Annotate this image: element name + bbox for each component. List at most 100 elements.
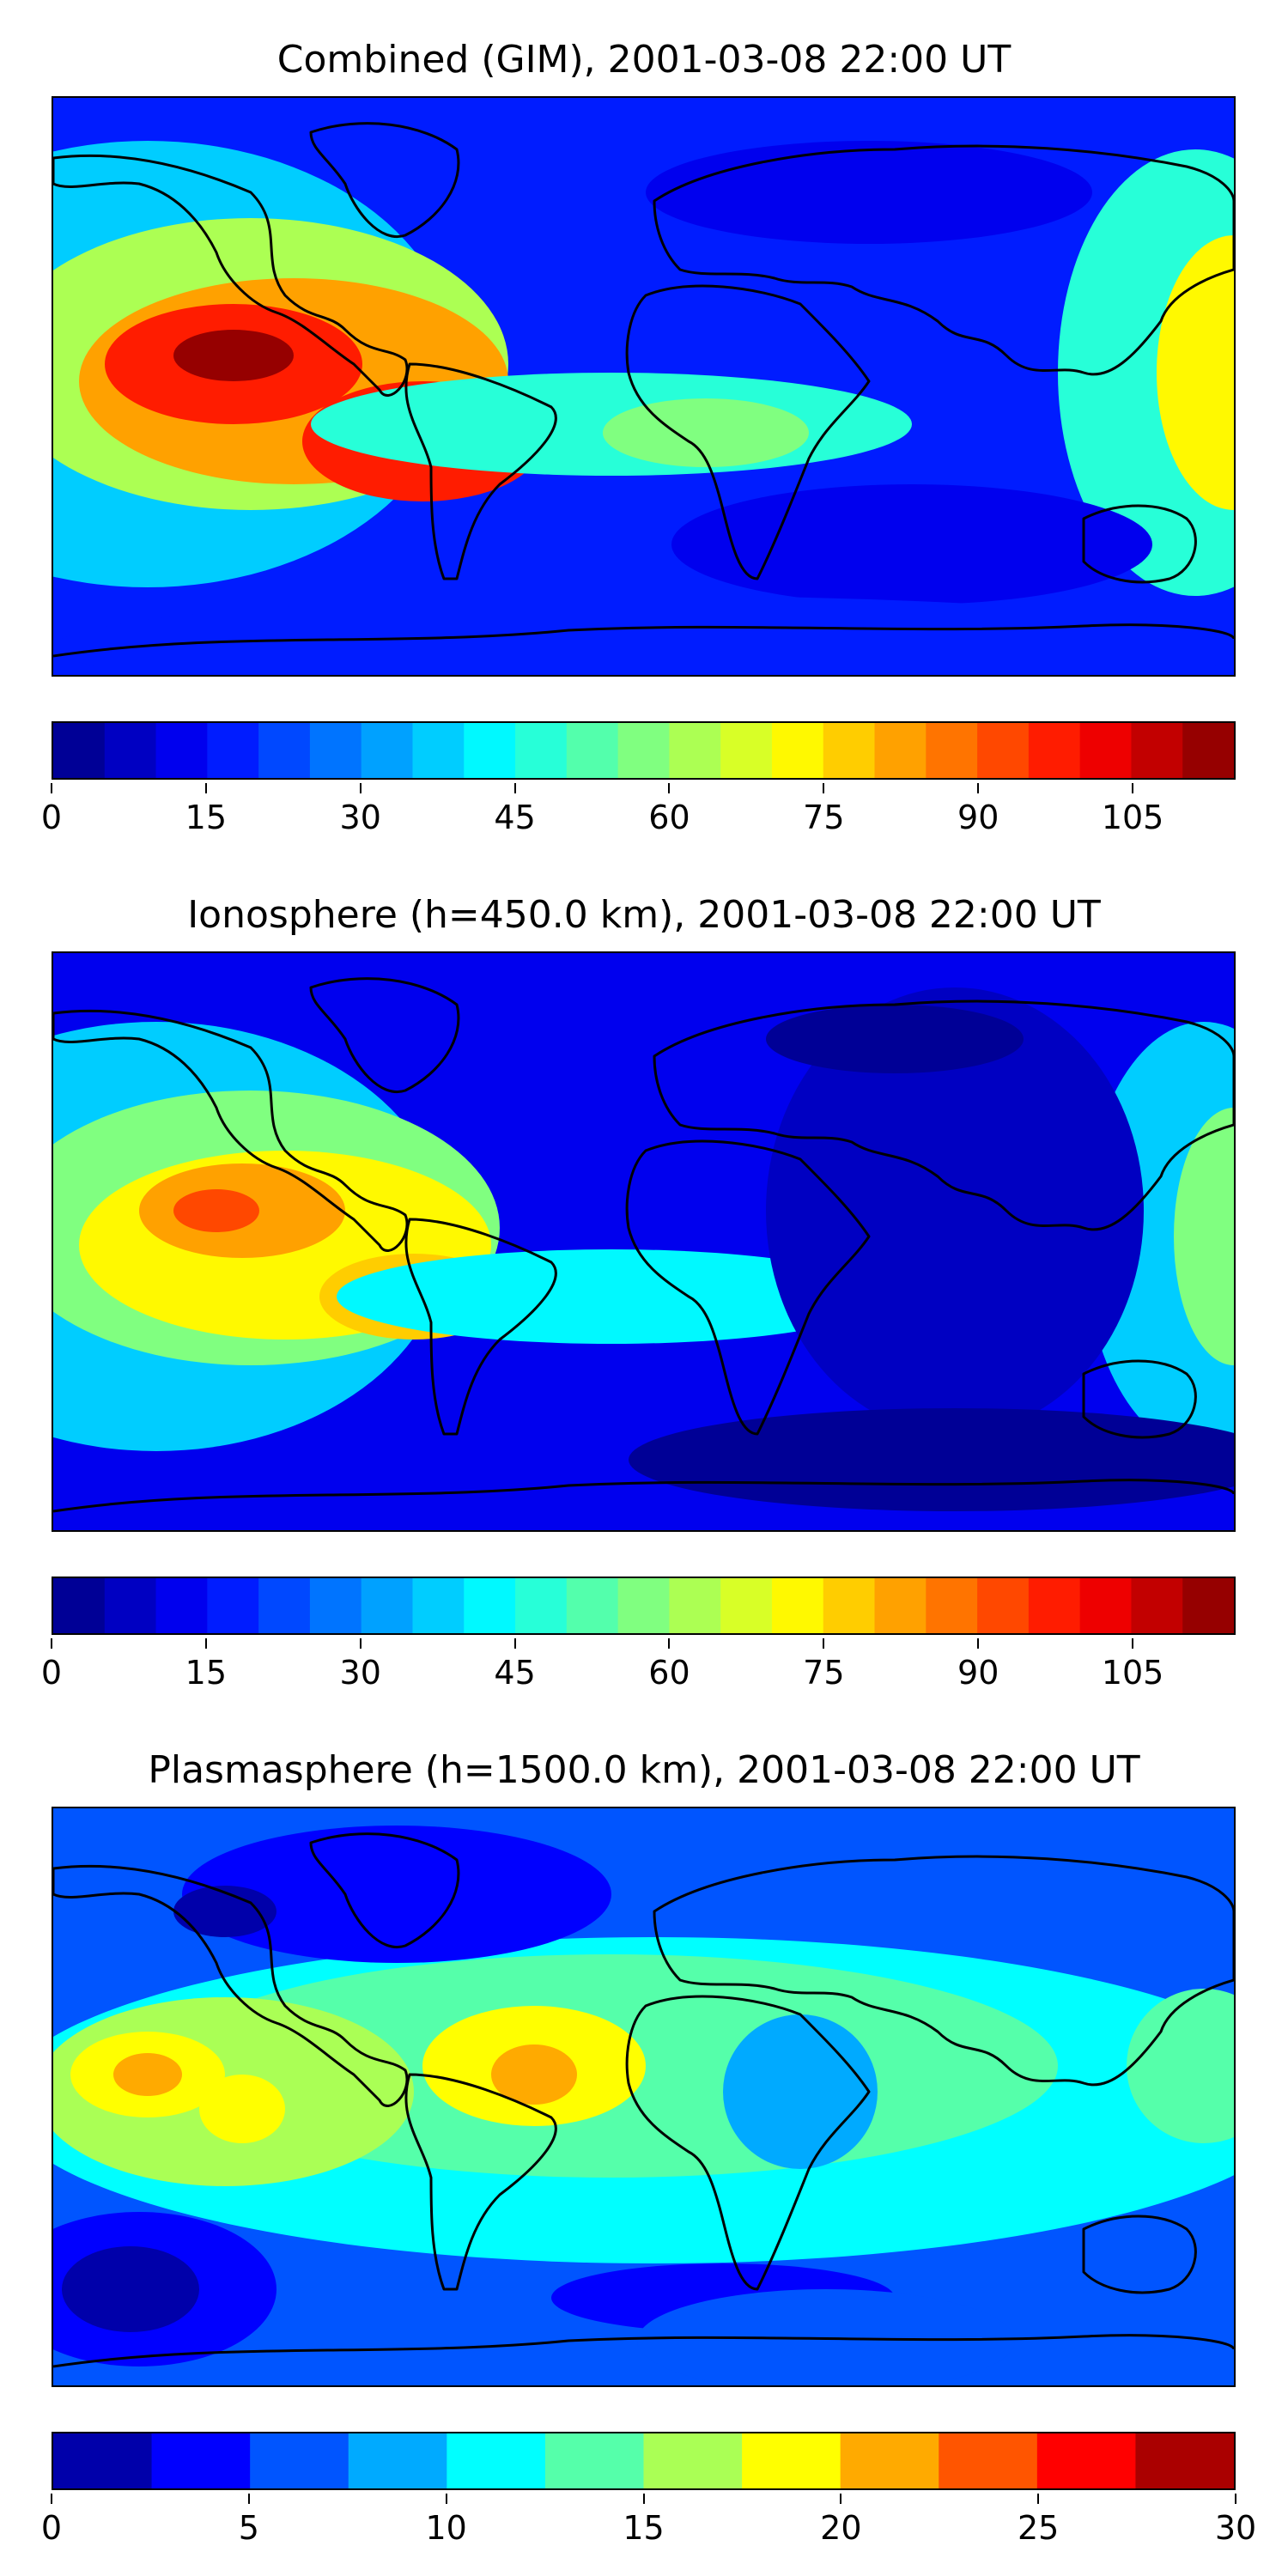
colorbar-tick-label: 30 bbox=[1214, 2509, 1257, 2547]
colorbar-tick-label: 105 bbox=[1101, 1654, 1164, 1692]
colorbar-segment bbox=[939, 2433, 1038, 2488]
colorbar-tick-label: 15 bbox=[623, 2509, 665, 2547]
colorbar-tick-mark bbox=[840, 2494, 842, 2504]
contour-region bbox=[646, 141, 1092, 244]
colorbar-segment bbox=[669, 723, 721, 778]
colorbar-tick-mark bbox=[445, 2494, 447, 2504]
colorbar-tick-mark bbox=[204, 1638, 207, 1649]
coastline bbox=[625, 1995, 871, 2291]
coastline bbox=[1082, 1359, 1197, 1439]
colorbar-segment bbox=[515, 1578, 568, 1633]
contour-region bbox=[173, 1189, 259, 1232]
colorbar-tick-label: 15 bbox=[185, 799, 228, 836]
colorbar-tick-label: 60 bbox=[648, 1654, 690, 1692]
coastline bbox=[53, 1009, 409, 1252]
colorbar-segment bbox=[977, 1578, 1030, 1633]
colorbar-segment bbox=[823, 723, 876, 778]
colorbar-segment bbox=[874, 1578, 927, 1633]
colorbar-segment bbox=[742, 2433, 841, 2488]
colorbar-segment bbox=[464, 723, 516, 778]
colorbar-segment bbox=[309, 723, 362, 778]
colorbar-segment bbox=[412, 1578, 465, 1633]
contour-region bbox=[766, 1005, 1024, 1073]
colorbar-segment bbox=[1079, 723, 1133, 778]
colorbar-segment bbox=[53, 723, 106, 778]
colorbar-segment bbox=[412, 723, 465, 778]
colorbar-tick-mark bbox=[1037, 2494, 1040, 2504]
coastline bbox=[653, 1855, 1234, 2087]
colorbar-tick-label: 45 bbox=[494, 1654, 536, 1692]
contour-region bbox=[199, 2075, 285, 2143]
colorbar-segment bbox=[515, 723, 568, 778]
colorbar-segment bbox=[1028, 1578, 1081, 1633]
colorbar-segment bbox=[258, 723, 311, 778]
colorbar-segment bbox=[1131, 1578, 1183, 1633]
colorbar-segment bbox=[926, 723, 978, 778]
contour-region bbox=[1127, 1989, 1234, 2143]
colorbar-tick-label: 90 bbox=[957, 1654, 999, 1692]
colorbar-segment bbox=[361, 1578, 414, 1633]
colorbar-tick-mark bbox=[823, 783, 825, 793]
contour-region bbox=[62, 2246, 199, 2332]
colorbar-segment bbox=[464, 1578, 516, 1633]
colorbar-segment bbox=[1182, 723, 1234, 778]
coastline bbox=[653, 144, 1234, 376]
colorbar-segment bbox=[348, 2433, 447, 2488]
colorbar-tick-label: 0 bbox=[40, 799, 63, 836]
contour-region bbox=[113, 2053, 182, 2096]
panel3-map bbox=[52, 1807, 1236, 2387]
colorbar-tick-label: 5 bbox=[238, 2509, 259, 2547]
colorbar-tick-label: 90 bbox=[957, 799, 999, 836]
colorbar-segment bbox=[53, 2433, 153, 2488]
colorbar-segment bbox=[207, 1578, 259, 1633]
panel2-title: Ionosphere (h=450.0 km), 2001-03-08 22:0… bbox=[187, 893, 1101, 937]
contour-region bbox=[671, 484, 1152, 605]
colorbar-segment bbox=[926, 1578, 978, 1633]
colorbar-segment bbox=[155, 1578, 208, 1633]
coastline bbox=[309, 1832, 460, 1949]
colorbar-tick-mark bbox=[668, 783, 671, 793]
coastline bbox=[53, 1864, 409, 2107]
colorbar-segment bbox=[771, 1578, 824, 1633]
panel3-title: Plasmasphere (h=1500.0 km), 2001-03-08 2… bbox=[148, 1748, 1140, 1792]
contour-region bbox=[173, 330, 294, 381]
colorbar-tick-label: 0 bbox=[40, 1654, 63, 1692]
colorbar-segment bbox=[720, 723, 773, 778]
colorbar-tick-mark bbox=[247, 2494, 250, 2504]
colorbar-segment bbox=[823, 1578, 876, 1633]
contour-region bbox=[491, 2044, 577, 2105]
contour-region bbox=[1157, 235, 1234, 510]
colorbar-segment bbox=[617, 723, 670, 778]
panel2-colorbar-ticks: 0 15 30 45 60 75 90 105 bbox=[41, 1638, 1236, 1709]
colorbar-segment bbox=[258, 1578, 311, 1633]
colorbar-tick-label: 0 bbox=[40, 2509, 63, 2547]
colorbar-segment bbox=[250, 2433, 349, 2488]
colorbar-tick-label: 75 bbox=[803, 799, 845, 836]
colorbar-tick-label: 45 bbox=[494, 799, 536, 836]
coastline bbox=[1082, 504, 1197, 584]
colorbar-tick-label: 30 bbox=[339, 1654, 381, 1692]
contour-region bbox=[53, 596, 1234, 675]
colorbar-segment bbox=[104, 723, 157, 778]
coastline bbox=[53, 2334, 1234, 2368]
colorbar-tick-mark bbox=[513, 783, 516, 793]
colorbar-segment bbox=[1135, 2433, 1234, 2488]
panel2-colorbar bbox=[52, 1577, 1236, 1635]
colorbar-segment bbox=[1079, 1578, 1133, 1633]
colorbar-segment bbox=[643, 2433, 743, 2488]
colorbar-tick-mark bbox=[1235, 2494, 1236, 2504]
colorbar-tick-mark bbox=[359, 1638, 361, 1649]
colorbar-tick-mark bbox=[204, 783, 207, 793]
colorbar-segment bbox=[155, 723, 208, 778]
colorbar-segment bbox=[840, 2433, 939, 2488]
coastline bbox=[625, 284, 871, 580]
contour-region bbox=[603, 398, 809, 467]
colorbar-segment bbox=[720, 1578, 773, 1633]
contour-region bbox=[182, 1826, 611, 1963]
colorbar-segment bbox=[151, 2433, 251, 2488]
contour-region bbox=[723, 2014, 878, 2169]
colorbar-segment bbox=[53, 1578, 106, 1633]
contour-region bbox=[337, 1249, 886, 1344]
panel3-colorbar-ticks: 0 5 10 15 20 25 30 bbox=[41, 2494, 1256, 2564]
colorbar-segment bbox=[771, 723, 824, 778]
